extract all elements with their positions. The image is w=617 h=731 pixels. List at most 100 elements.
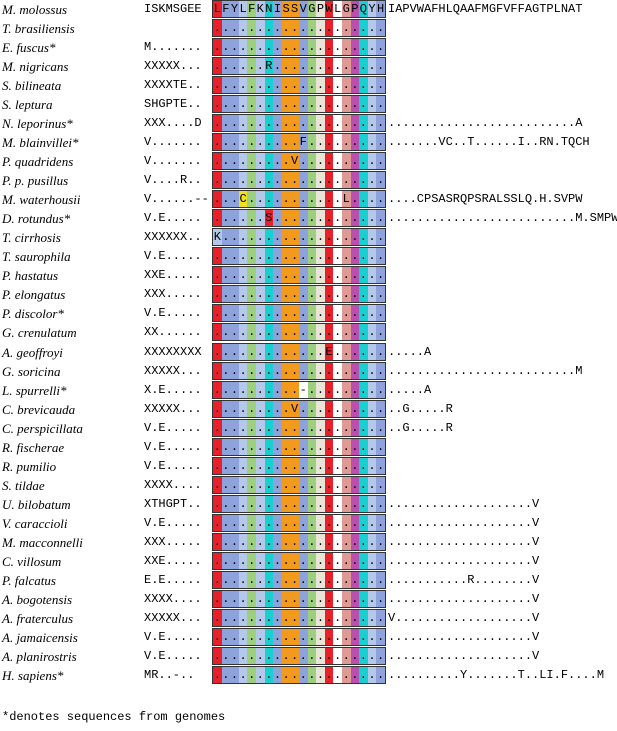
block-cell: . [281,628,291,645]
species-label: R. pumilio [2,458,57,474]
block-cell: . [298,400,308,417]
highlight-block: .................... [212,95,386,114]
block-cell: . [255,400,265,417]
block-cell: . [247,115,256,132]
block-cell: . [324,115,334,132]
block-cell: V [290,153,299,170]
block-cell: . [264,438,274,455]
block-cell: . [255,286,265,303]
block-cell: . [230,571,239,588]
block-cell: . [376,571,385,588]
block-cell: . [273,609,282,626]
block-cell: . [359,476,368,493]
block-cell: . [273,153,282,170]
sequence-prefix: V.E..... [144,515,202,530]
block-cell: . [324,362,334,379]
block-cell: S [290,1,299,17]
block-cell: . [376,39,385,56]
block-cell: . [350,647,360,664]
block-cell: . [376,96,385,113]
block-cell: . [247,39,256,56]
block-cell: . [341,476,351,493]
block-cell: . [213,134,222,151]
block-cell: . [359,628,368,645]
block-cell: . [281,667,291,684]
block-cell: . [213,58,222,75]
block-cell: . [333,400,342,417]
sequence-prefix: XXXXTE.. [144,78,202,93]
block-cell: . [341,362,351,379]
block-cell: . [316,210,325,227]
species-label: S. tildae [2,477,45,493]
sequence-suffix: .....A [388,344,432,359]
block-cell: . [264,305,274,322]
block-cell: . [350,96,360,113]
block-cell: . [333,286,342,303]
block-cell: . [350,229,360,246]
block-cell: . [333,191,342,208]
block-cell: . [273,191,282,208]
block-cell: L [341,191,351,208]
species-label: H. sapiens* [2,668,64,684]
block-cell: . [359,20,368,36]
block-cell: . [238,419,248,436]
sequence-prefix: V......-- [144,192,209,207]
block-cell: . [367,419,377,436]
block-cell: . [238,96,248,113]
block-cell: . [307,571,317,588]
block-cell: . [307,20,317,36]
block-cell: . [307,134,317,151]
block-cell: . [290,58,299,75]
highlight-block: .................... [212,494,386,513]
species-label: C. villosum [2,553,62,569]
block-cell: . [333,381,342,398]
block-cell: . [376,248,385,265]
block-cell: . [324,476,334,493]
block-cell: . [255,305,265,322]
block-cell: . [333,533,342,550]
block-cell: . [333,609,342,626]
block-cell: . [281,267,291,284]
block-cell: . [247,229,256,246]
block-cell: . [264,667,274,684]
alignment-row: A. geoffroyi XXXXXXXX............. E......… [0,342,617,362]
block-cell: . [281,552,291,569]
sequence-prefix: XXXXX... [144,610,202,625]
species-label: V. caraccioli [2,515,68,531]
block-cell: . [273,324,282,341]
block-cell: . [376,647,385,664]
block-cell: . [333,552,342,569]
block-cell: . [341,286,351,303]
block-cell: . [341,381,351,398]
sequence-prefix: V.E..... [144,458,202,473]
block-cell: . [221,210,231,227]
block-cell: . [341,667,351,684]
block-cell: . [307,58,317,75]
block-cell: . [247,20,256,36]
block-cell: . [273,476,282,493]
block-cell: . [273,590,282,607]
block-cell: . [298,533,308,550]
footnote: *denotes sequences from genomes [2,710,226,724]
block-cell: . [376,552,385,569]
sequence-suffix: ....................V [388,591,540,606]
block-cell: . [264,115,274,132]
block-cell: . [376,191,385,208]
block-cell: . [316,286,325,303]
block-cell: . [247,286,256,303]
block-cell: . [247,305,256,322]
block-cell: . [264,134,274,151]
block-cell: . [238,571,248,588]
block-cell: . [307,286,317,303]
block-cell: . [221,115,231,132]
block-cell: . [367,191,377,208]
block-cell: . [255,58,265,75]
block-cell: . [324,77,334,94]
block-cell: . [238,267,248,284]
block-cell: . [281,58,291,75]
block-cell: . [376,495,385,512]
block-cell: . [316,39,325,56]
block-cell: . [255,115,265,132]
block-cell: . [230,286,239,303]
block-cell: . [359,210,368,227]
